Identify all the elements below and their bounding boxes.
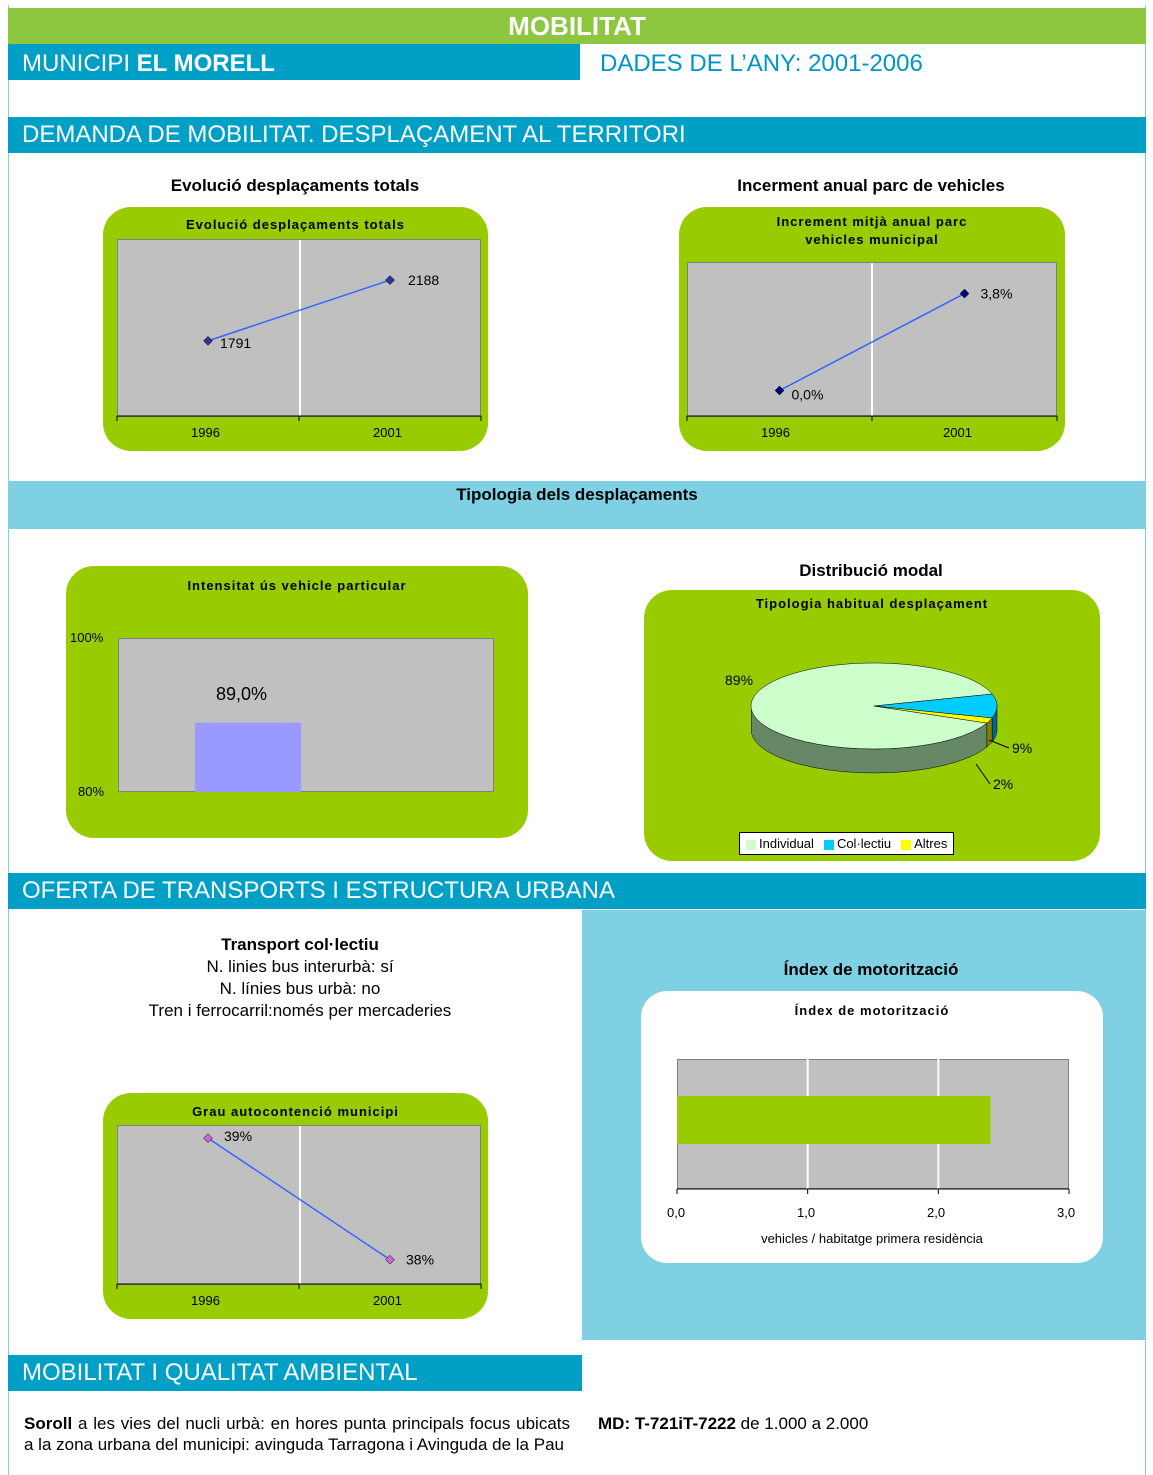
x-tick-1: 1,0 — [797, 1205, 816, 1220]
transport-title: Transport col·lectiu — [221, 935, 379, 954]
gridline — [299, 1126, 301, 1284]
series-line — [779, 292, 965, 392]
page-title: MOBILITAT — [8, 8, 1146, 44]
series-line — [207, 1137, 391, 1261]
chart-title-motoritzacio: Índex de motorització — [783, 960, 959, 979]
series-line — [207, 279, 391, 342]
data-label: 0,0% — [792, 387, 824, 403]
data-point — [385, 1254, 395, 1265]
gridline — [299, 240, 301, 416]
x-tick-0: 0,0 — [667, 1205, 686, 1220]
data-label: 3,8% — [981, 286, 1013, 302]
x-tick-3: 3,0 — [1057, 1205, 1076, 1220]
section-demanda: DEMANDA DE MOBILITAT. DESPLAÇAMENT AL TE… — [8, 117, 1146, 153]
transport-line-3: Tren i ferrocarril:només per mercaderies — [148, 1001, 452, 1020]
pie-label-altres: 2% — [993, 776, 1014, 792]
dades-years: DADES DE L’ANY: 2001-2006 — [600, 50, 923, 77]
chart-distribucio: Tipologia habitual desplaçament 89% 9% 2… — [644, 590, 1100, 861]
inner-title-desplacaments: Evolució desplaçaments totals — [185, 217, 405, 232]
tipologia-strip: Tipologia dels desplaçaments — [8, 481, 1146, 529]
line-chart-parc: 0,0% 3,8% — [686, 286, 1058, 421]
data-point — [203, 1133, 213, 1144]
data-point — [385, 275, 395, 285]
transport-line-1: N. linies bus interurbà: sí — [206, 957, 394, 976]
chart-title-parc: Incerment anual parc de vehicles — [737, 176, 1005, 195]
soroll-paragraph: Soroll a les vies del nucli urbà: en hor… — [24, 1413, 570, 1455]
plot-area-autocontencio — [117, 1125, 481, 1285]
chart-parc: Increment mitjà anual parc vehicles muni… — [679, 207, 1065, 451]
chart-intensitat: Intensitat ús vehicle particular 100% 80… — [66, 566, 528, 838]
line-chart-autocontencio: 39% 38% — [116, 1128, 482, 1289]
x-tick-2: 2,0 — [927, 1205, 946, 1220]
bar — [677, 1096, 991, 1144]
data-label: 39% — [224, 1128, 252, 1144]
soroll-text: a les vies del nucli urbà: en hores punt… — [24, 1414, 570, 1454]
x-tick-2001: 2001 — [373, 1293, 402, 1308]
legend-item-altres: Altres — [901, 836, 947, 851]
pie-leader — [988, 739, 1010, 749]
transport-info: Transport col·lectiu N. linies bus inter… — [60, 934, 540, 1022]
inner-title-intensitat: Intensitat ús vehicle particular — [187, 578, 407, 593]
hbar-chart-motoritzacio — [676, 1059, 1070, 1194]
pie-leader — [975, 763, 991, 785]
md-text: de 1.000 a 2.000 — [735, 1414, 869, 1433]
data-label: 2188 — [408, 272, 439, 288]
plot-area-desplacaments — [117, 239, 481, 417]
plot-area-parc — [687, 262, 1057, 417]
data-label: 38% — [406, 1252, 434, 1268]
pie-label-individual: 89% — [725, 672, 754, 688]
line-chart-desplacaments: 1791 2188 — [116, 272, 482, 421]
x-axis-label: vehicles / habitatge primera residència — [761, 1231, 983, 1246]
y-tick-100: 100% — [70, 630, 104, 645]
section-oferta: OFERTA DE TRANSPORTS I ESTRUCTURA URBANA — [8, 873, 1146, 909]
gridline — [871, 263, 873, 416]
bar — [195, 722, 301, 792]
transport-line-2: N. línies bus urbà: no — [219, 979, 381, 998]
inner-title-motoritzacio: Índex de motorització — [794, 1003, 950, 1018]
x-tick-1996: 1996 — [191, 425, 220, 440]
legend-item-individual: Individual — [746, 836, 814, 851]
soroll-bold: Soroll — [24, 1414, 73, 1433]
md-paragraph: MD: T-721iT-7222 de 1.000 a 2.000 — [598, 1413, 1138, 1434]
md-bold: MD: T-721iT-7222 — [598, 1414, 736, 1433]
chart-motoritzacio: Índex de motorització 0,0 1,0 2,0 3,0 ve… — [641, 991, 1103, 1263]
data-point — [203, 336, 213, 346]
x-tick-2001: 2001 — [373, 425, 402, 440]
x-tick-1996: 1996 — [191, 1293, 220, 1308]
inner-title-parc: Increment mitjà anual parc vehicles muni… — [776, 214, 968, 247]
plot-area-intensitat — [118, 638, 494, 792]
pie-slice-individual — [750, 662, 993, 750]
section-qualitat: MOBILITAT I QUALITAT AMBIENTAL — [8, 1355, 582, 1391]
data-point — [774, 385, 785, 396]
legend-item-collectiu: Col·lectiu — [823, 836, 891, 851]
municipi-prefix: MUNICIPI — [22, 50, 137, 77]
chart-desplacaments: Evolució desplaçaments totals 1791 2188 1… — [103, 207, 488, 451]
chart-title-desplacaments: Evolució desplaçaments totals — [170, 176, 420, 195]
y-tick-80: 80% — [78, 784, 105, 799]
municipi-bar: MUNICIPI EL MORELL — [8, 44, 580, 80]
data-label: 1791 — [220, 335, 251, 351]
x-tick-1996: 1996 — [761, 425, 790, 440]
pie-label-collectiu: 9% — [1012, 740, 1033, 756]
x-tick-2001: 2001 — [943, 425, 972, 440]
pie-legend: Individual Col·lectiu Altres — [739, 832, 955, 855]
inner-title-distribucio: Tipologia habitual desplaçament — [755, 596, 989, 611]
pie-chart-distribucio — [750, 662, 1010, 785]
chart-autocontencio: Grau autocontenció municipi 39% 38% 1996 … — [103, 1093, 488, 1319]
pie-slice-altres — [873, 705, 993, 724]
chart-title-distribucio: Distribució modal — [799, 561, 943, 580]
municipi-name: EL MORELL — [136, 50, 275, 77]
bar-chart-intensitat — [195, 722, 301, 792]
inner-title-autocontencio: Grau autocontenció municipi — [192, 1104, 399, 1119]
bar-value-label: 89,0% — [216, 684, 268, 704]
page-border — [8, 5, 1146, 1475]
data-point — [959, 288, 970, 299]
